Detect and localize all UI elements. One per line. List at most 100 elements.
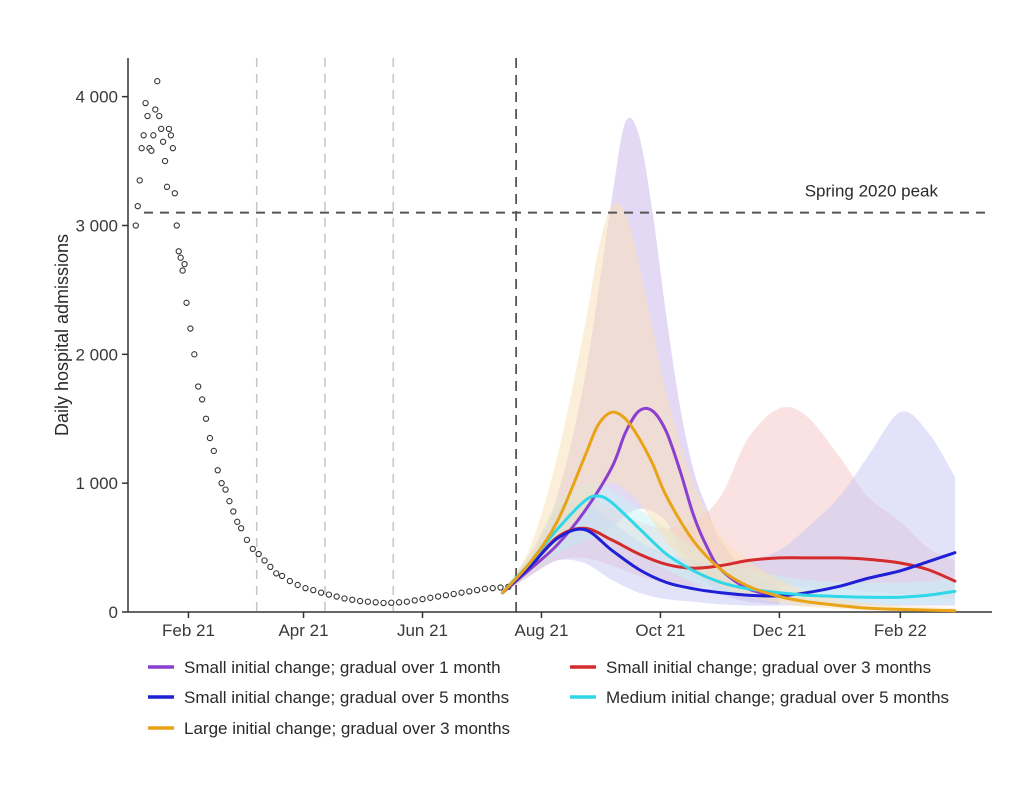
observed-point xyxy=(255,550,262,558)
observed-point xyxy=(179,267,186,274)
x-tick-label: Feb 21 xyxy=(162,621,215,640)
observed-point xyxy=(286,577,294,585)
legend-label: Small initial change; gradual over 3 mon… xyxy=(606,658,931,677)
legend-label: Medium initial change; gradual over 5 mo… xyxy=(606,688,949,707)
observed-point xyxy=(218,480,225,487)
observed-point xyxy=(489,585,496,592)
observed-point xyxy=(481,585,489,592)
event-lines xyxy=(255,58,518,612)
spring-2020-peak-label: Spring 2020 peak xyxy=(805,182,939,201)
observed-point xyxy=(191,351,198,358)
observed-point xyxy=(198,396,206,403)
observed-point xyxy=(249,545,256,553)
observed-point xyxy=(134,203,141,210)
uncertainty-band xyxy=(502,202,955,612)
legend-item: Small initial change; gradual over 1 mon… xyxy=(148,658,501,677)
legend-item: Small initial change; gradual over 3 mon… xyxy=(570,658,931,677)
observed-point xyxy=(333,593,340,600)
legend-item: Small initial change; gradual over 5 mon… xyxy=(148,688,509,707)
observed-point xyxy=(136,177,143,184)
observed-point xyxy=(202,415,210,422)
x-tick-label: Jun 21 xyxy=(397,621,448,640)
observed-point xyxy=(230,508,237,515)
observed-point xyxy=(349,596,356,603)
observed-point xyxy=(302,585,309,592)
observed-point xyxy=(372,599,379,606)
observed-point xyxy=(161,157,169,165)
observed-point xyxy=(167,132,175,139)
series-line xyxy=(501,410,957,613)
observed-point xyxy=(267,563,274,571)
observed-point xyxy=(261,557,268,564)
observed-point xyxy=(325,591,333,598)
y-axis-title: Daily hospital admissions xyxy=(52,234,72,436)
observed-point xyxy=(380,599,387,607)
observed-point xyxy=(152,106,159,113)
x-tick-label: Oct 21 xyxy=(635,621,685,640)
observed-point xyxy=(473,586,481,594)
legend-label: Small initial change; gradual over 1 mon… xyxy=(184,658,501,677)
observed-point xyxy=(165,125,173,133)
observed-point xyxy=(150,132,157,139)
observed-point xyxy=(341,595,348,602)
observed-points xyxy=(132,78,512,607)
observed-point xyxy=(158,125,165,133)
x-tick-label: Aug 21 xyxy=(515,621,569,640)
series-lines xyxy=(501,406,957,613)
observed-point xyxy=(434,593,442,600)
legend: Small initial change; gradual over 1 mon… xyxy=(148,658,949,738)
observed-point xyxy=(169,145,177,152)
observed-point xyxy=(177,254,184,261)
observed-point xyxy=(142,99,149,107)
observed-point xyxy=(214,467,221,474)
reference-line-group: Spring 2020 peak xyxy=(144,182,992,214)
series-line xyxy=(501,527,957,598)
x-ticks: Feb 21 Apr 21 Jun 21 Aug 21 Oct 21 Dec 21 Feb … xyxy=(162,612,927,640)
observed-point xyxy=(497,584,504,591)
observed-point xyxy=(310,586,317,594)
y-ticks: 0 1 000 2 000 3 000 4 000 xyxy=(75,88,128,622)
y-tick-label: 0 xyxy=(109,603,118,622)
axes xyxy=(127,58,992,613)
observed-point xyxy=(183,299,190,306)
observed-point xyxy=(173,222,180,229)
observed-point xyxy=(243,536,251,544)
x-tick-label: Apr 21 xyxy=(278,621,328,640)
observed-point xyxy=(181,260,188,268)
observed-point xyxy=(395,599,403,606)
observed-point xyxy=(222,486,229,493)
observed-point xyxy=(144,112,151,120)
observed-point xyxy=(419,595,426,603)
observed-point xyxy=(148,147,155,154)
observed-point xyxy=(278,572,286,580)
observed-point xyxy=(195,383,202,390)
observed-point xyxy=(364,598,372,605)
observed-point xyxy=(159,138,167,145)
observed-point xyxy=(466,588,473,595)
observed-point xyxy=(138,145,145,152)
observed-point xyxy=(403,598,411,605)
observed-point xyxy=(171,190,178,197)
observed-point xyxy=(237,525,245,532)
series-line xyxy=(501,494,957,599)
legend-item: Large initial change; gradual over 3 mon… xyxy=(148,719,510,738)
legend-label: Small initial change; gradual over 5 mon… xyxy=(184,688,509,707)
observed-point xyxy=(140,132,147,139)
x-tick-label: Dec 21 xyxy=(752,621,806,640)
observed-point xyxy=(175,248,182,255)
observed-point xyxy=(206,434,214,442)
legend-label: Large initial change; gradual over 3 mon… xyxy=(184,719,510,738)
observed-point xyxy=(234,518,241,525)
x-tick-label: Feb 22 xyxy=(874,621,927,640)
y-tick-label: 4 000 xyxy=(75,88,118,107)
observed-point xyxy=(442,592,450,599)
uncertainty-band xyxy=(502,481,955,605)
observed-point xyxy=(294,581,301,589)
observed-point xyxy=(154,78,161,85)
observed-point xyxy=(187,325,194,332)
observed-point xyxy=(273,570,280,577)
observed-point xyxy=(411,597,418,604)
y-tick-label: 2 000 xyxy=(75,345,118,364)
